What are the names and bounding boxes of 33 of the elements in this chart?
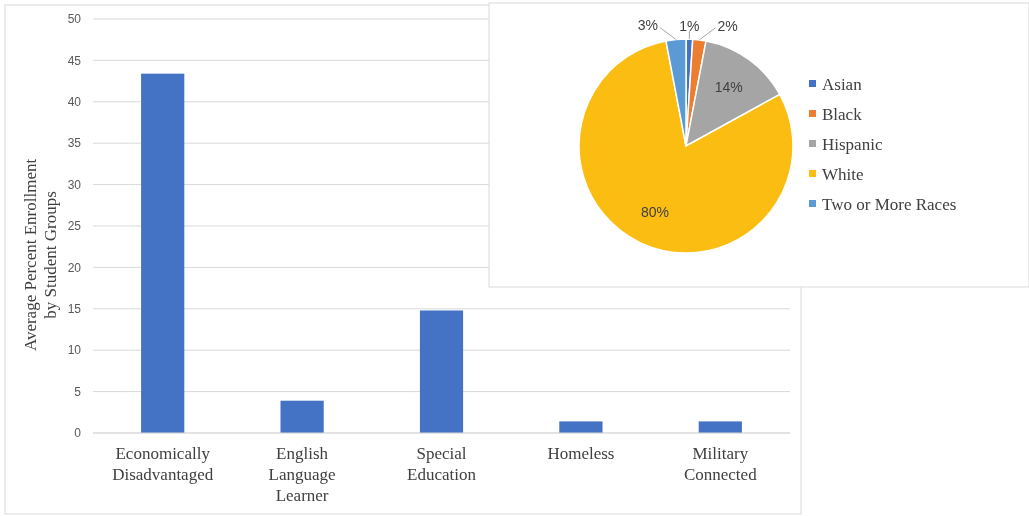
x-tick-label: Special Education xyxy=(407,444,477,484)
bar xyxy=(280,400,324,433)
x-tick-label: Homeless xyxy=(547,444,615,463)
legend-label: Black xyxy=(822,104,863,124)
y-tick-label: 10 xyxy=(67,343,82,358)
y-tick-label: 20 xyxy=(67,260,82,275)
y-tick-label: 45 xyxy=(67,53,82,68)
bar xyxy=(559,421,603,433)
legend-label: Two or More Races xyxy=(822,194,957,214)
bar xyxy=(141,73,185,433)
x-tick-label: Economically Disadvantaged xyxy=(112,444,214,484)
y-tick-label: 0 xyxy=(74,426,82,441)
data-label: 3% xyxy=(637,17,658,34)
data-label: 80% xyxy=(641,203,670,220)
pie-slice xyxy=(578,40,794,254)
bar xyxy=(698,421,742,433)
y-tick-label: 35 xyxy=(67,136,82,151)
data-label: 2% xyxy=(717,17,738,34)
legend-label: Hispanic xyxy=(822,134,883,154)
y-tick-label: 50 xyxy=(67,12,82,27)
x-tick-label: English Language Learner xyxy=(268,444,336,505)
y-tick-label: 30 xyxy=(67,177,82,192)
data-label: 1% xyxy=(679,18,700,35)
y-tick-label: 40 xyxy=(67,95,82,109)
y-axis-title: Average Percent Enrollment by Student Groups xyxy=(21,158,60,352)
bar xyxy=(419,310,464,433)
legend-label: Asian xyxy=(822,74,863,94)
data-label: 14% xyxy=(714,79,743,96)
legend-label: White xyxy=(822,164,864,184)
y-tick-label: 15 xyxy=(67,302,82,316)
y-tick-label: 25 xyxy=(67,219,82,234)
y-tick-label: 5 xyxy=(74,384,82,399)
x-tick-label: Military Connected xyxy=(683,444,758,484)
